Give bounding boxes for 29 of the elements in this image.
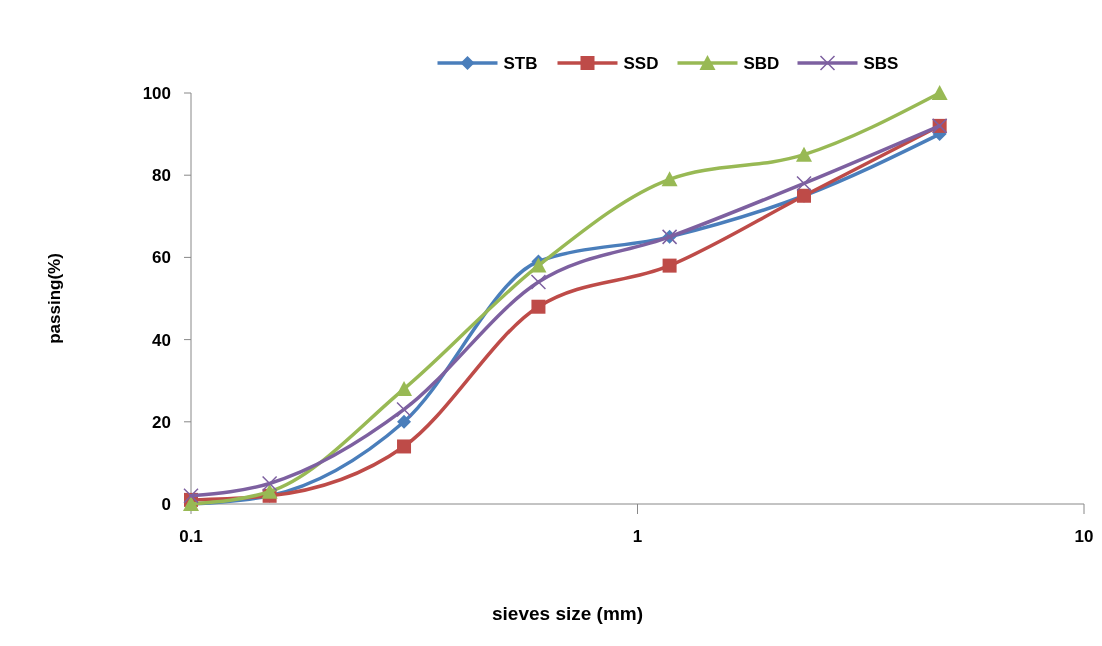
point xyxy=(261,483,278,499)
y-tick-label: 0 xyxy=(161,494,171,514)
x-tick-label: 0.1 xyxy=(179,527,203,546)
point xyxy=(931,85,948,100)
point xyxy=(396,401,412,418)
point xyxy=(530,257,547,273)
point xyxy=(661,171,678,187)
legend-label: SSD xyxy=(623,53,659,73)
point xyxy=(530,274,547,290)
point xyxy=(397,414,412,429)
point xyxy=(662,258,677,273)
point xyxy=(796,175,812,192)
y-tick-label: 60 xyxy=(152,248,171,268)
point xyxy=(397,439,412,454)
x-tick-label: 1 xyxy=(632,527,643,546)
point xyxy=(796,146,813,162)
legend-label: SBS xyxy=(863,53,899,73)
y-tick-label: 100 xyxy=(142,83,171,103)
x-axis-title: sieves size (mm) xyxy=(491,603,644,624)
y-axis-title: passing(%) xyxy=(45,253,64,344)
point xyxy=(261,475,278,492)
point xyxy=(396,380,413,396)
y-tick-label: 40 xyxy=(152,330,171,350)
x-tick-label: 10 xyxy=(1074,527,1094,546)
y-tick-label: 20 xyxy=(152,412,171,432)
point xyxy=(531,299,546,314)
legend-label: SBD xyxy=(743,53,780,73)
legend-label: STB xyxy=(503,53,538,73)
y-tick-label: 80 xyxy=(152,166,171,186)
